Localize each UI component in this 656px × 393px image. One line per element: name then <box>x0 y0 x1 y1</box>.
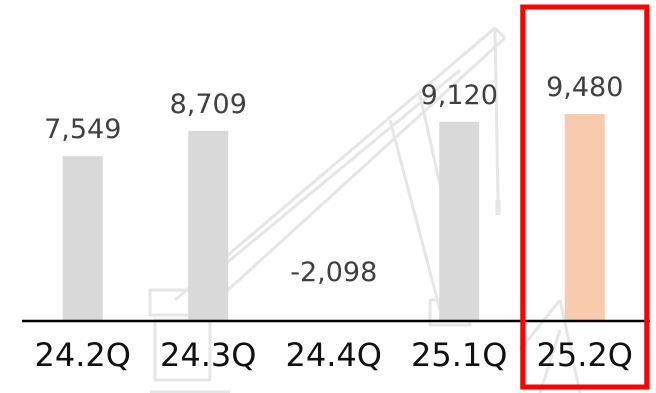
category-label-25.1Q: 25.1Q <box>411 336 507 374</box>
value-label-24.4Q: -2,098 <box>290 257 377 288</box>
bar-25.2Q <box>564 114 605 321</box>
value-label-25.2Q: 9,480 <box>546 72 623 103</box>
value-label-25.1Q: 9,120 <box>421 80 498 111</box>
category-label-24.3Q: 24.3Q <box>160 336 256 374</box>
bar-25.1Q <box>439 121 480 322</box>
value-labels-layer: 7,549 8,709 -2,098 9,120 9,480 <box>44 72 623 288</box>
value-label-24.3Q: 8,709 <box>170 89 247 120</box>
category-labels-layer: 24.2Q 24.3Q 24.4Q 25.1Q 25.2Q <box>35 336 633 374</box>
highlight-box <box>520 4 650 390</box>
value-label-24.2Q: 7,549 <box>44 114 121 145</box>
category-label-25.2Q: 25.2Q <box>537 336 633 374</box>
bar-24.3Q <box>188 130 229 321</box>
category-label-24.4Q: 24.4Q <box>286 336 382 374</box>
category-label-24.2Q: 24.2Q <box>35 336 131 374</box>
bar-24.2Q <box>62 156 103 321</box>
bars-layer <box>62 114 605 322</box>
